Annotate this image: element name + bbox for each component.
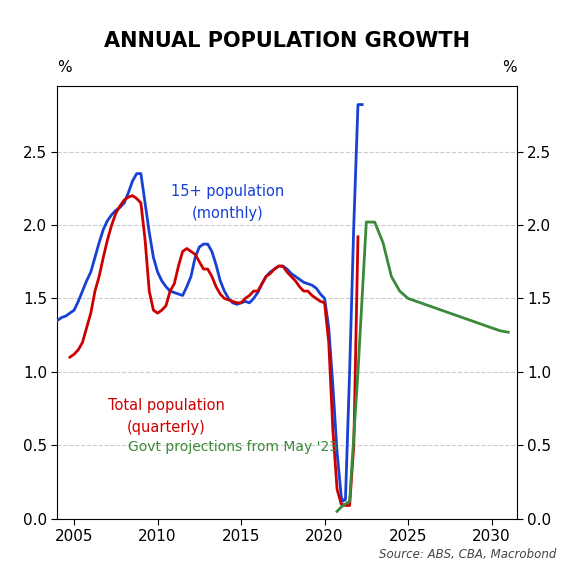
Text: Total population: Total population [107,398,224,413]
Text: %: % [57,60,72,75]
Text: %: % [502,60,517,75]
Text: (quarterly): (quarterly) [126,420,205,435]
Text: Govt projections from May '23: Govt projections from May '23 [128,440,338,454]
Text: (monthly): (monthly) [192,206,263,221]
Text: 15+ population: 15+ population [171,184,284,198]
Title: ANNUAL POPULATION GROWTH: ANNUAL POPULATION GROWTH [104,31,470,51]
Text: Source: ABS, CBA, Macrobond: Source: ABS, CBA, Macrobond [379,548,557,561]
